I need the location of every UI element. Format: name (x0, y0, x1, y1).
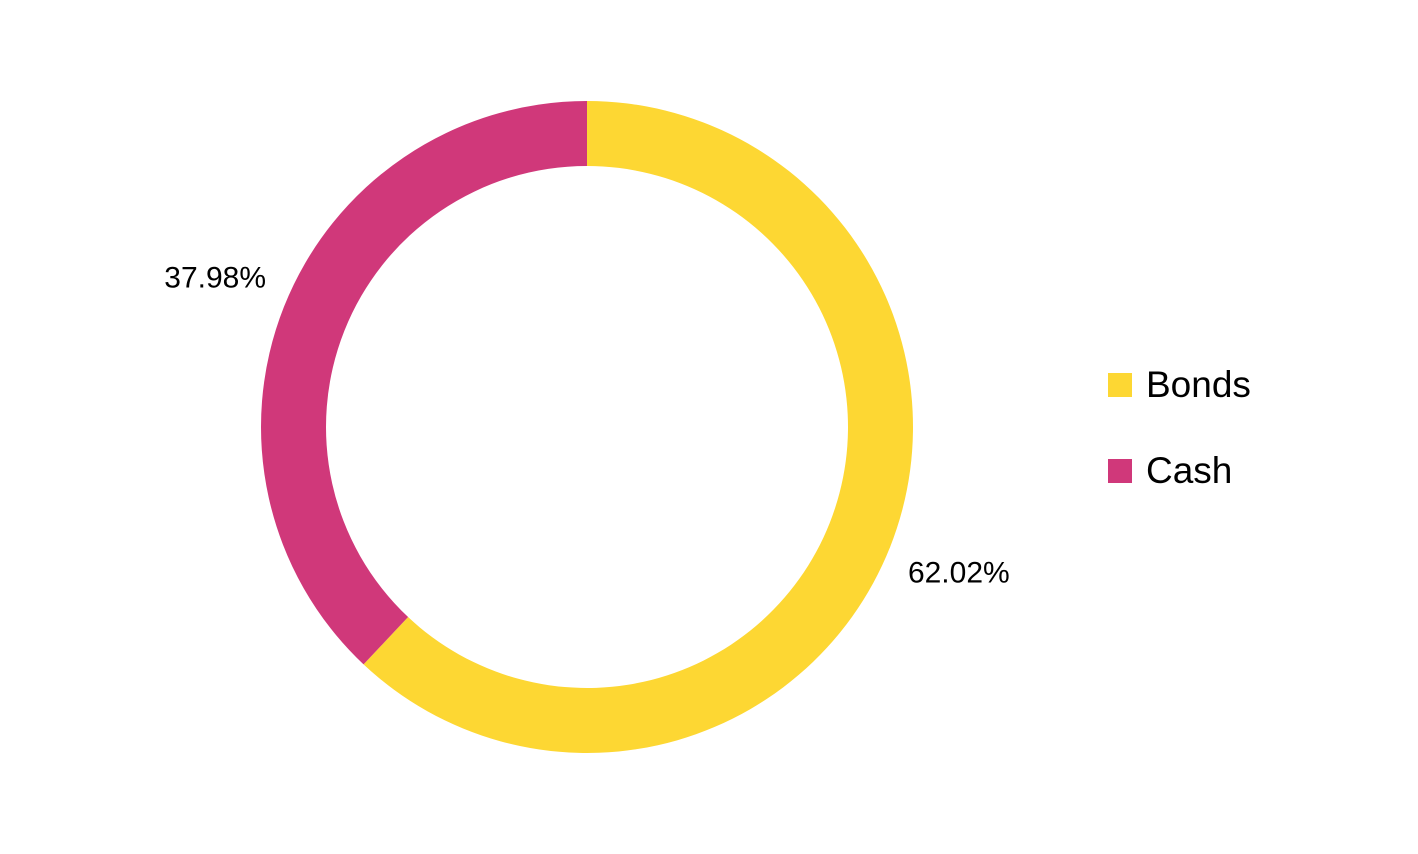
value-label: 62.02% (908, 556, 1010, 589)
donut-segment (363, 101, 913, 753)
legend-label: Bonds (1146, 364, 1251, 405)
legend-label: Cash (1146, 450, 1232, 491)
donut-segment (260, 100, 587, 665)
legend-swatch (1108, 373, 1132, 397)
legend-swatch (1108, 459, 1132, 483)
value-label: 37.98% (164, 261, 266, 294)
